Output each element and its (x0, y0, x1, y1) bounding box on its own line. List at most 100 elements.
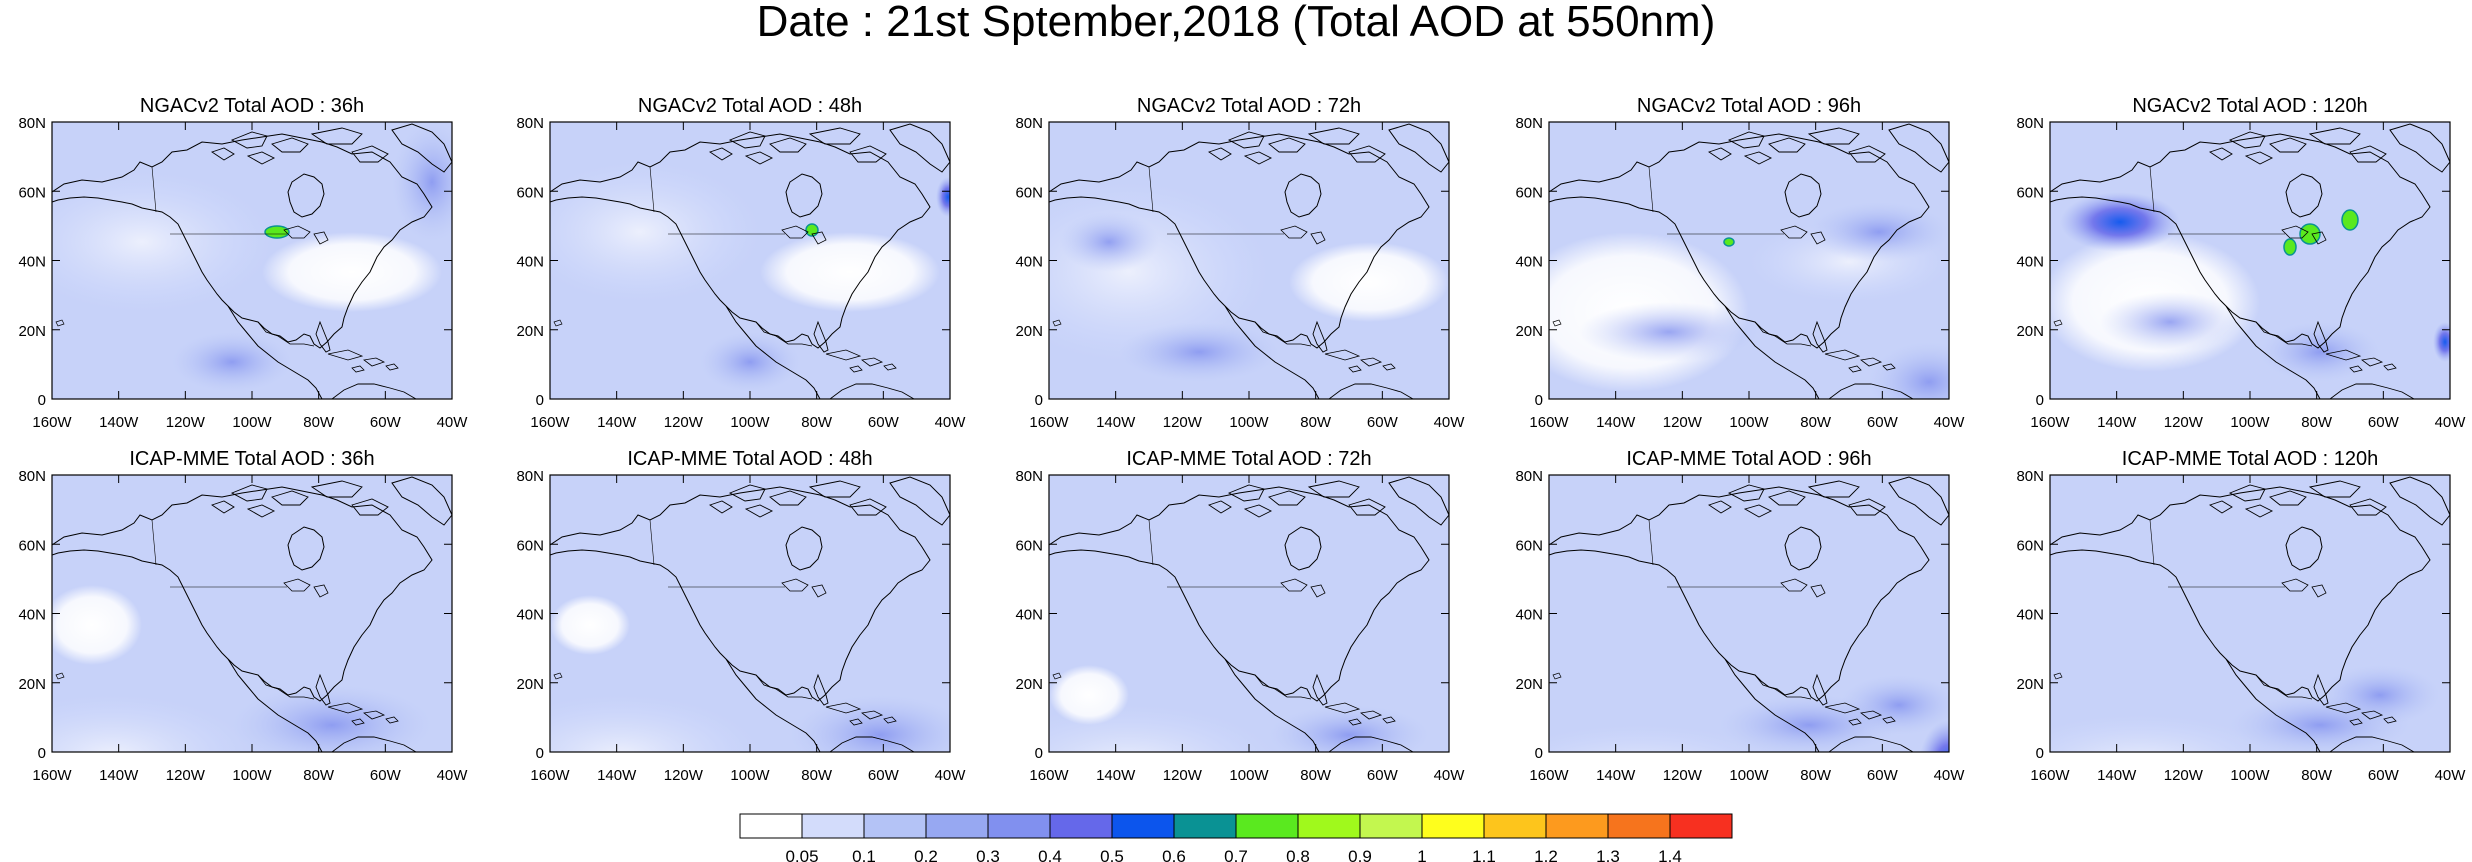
lon-tick-label: 100W (2230, 414, 2270, 431)
lon-tick-label: 140W (99, 414, 139, 431)
lon-tick-label: 100W (1729, 767, 1769, 784)
lat-tick-label: 80N (18, 468, 46, 485)
lon-tick-label: 60W (370, 767, 402, 784)
lon-tick-label: 80W (2301, 414, 2333, 431)
lat-tick-label: 20N (1515, 323, 1543, 340)
lat-tick-label: 60N (1515, 184, 1543, 201)
lon-tick-label: 60W (2368, 767, 2400, 784)
aod-field (1549, 122, 1949, 399)
lon-tick-label: 40W (2435, 767, 2467, 784)
lat-tick-label: 80N (2016, 115, 2044, 132)
lon-tick-label: 160W (1029, 414, 1069, 431)
aod-field (2050, 122, 2450, 399)
colorbar-label: 0.4 (1038, 847, 1062, 862)
lat-tick-label: 60N (2016, 537, 2044, 554)
panel-title: ICAP-MME Total AOD : 36h (129, 448, 374, 470)
lat-tick-label: 20N (1015, 323, 1043, 340)
lon-tick-label: 140W (597, 767, 637, 784)
aod-field (52, 122, 452, 399)
lon-tick-label: 100W (1229, 414, 1269, 431)
lon-tick-label: 60W (1867, 414, 1899, 431)
map-panel: NGACv2 Total AOD : 120h 0 20N 40N 60N 80N 160W… (2016, 95, 2466, 431)
lon-tick-label: 140W (1596, 414, 1636, 431)
lat-tick-label: 60N (1515, 537, 1543, 554)
lat-tick-label: 40N (516, 254, 544, 271)
lat-tick-label: 20N (1015, 676, 1043, 693)
lon-tick-label: 60W (868, 767, 900, 784)
lon-tick-label: 120W (2164, 767, 2204, 784)
colorbar-label: 0.9 (1348, 847, 1372, 862)
colorbar-swatch (1545, 813, 1609, 839)
lon-tick-label: 60W (2368, 414, 2400, 431)
lon-tick-label: 160W (1529, 414, 1569, 431)
lat-tick-label: 40N (1515, 607, 1543, 624)
colorbar-swatch (1607, 813, 1671, 839)
lon-tick-label: 140W (2097, 767, 2137, 784)
lon-tick-label: 100W (1729, 414, 1769, 431)
aod-field (1049, 122, 1449, 399)
lon-tick-label: 120W (2164, 414, 2204, 431)
lat-tick-label: 80N (1015, 115, 1043, 132)
lat-tick-label: 80N (1515, 115, 1543, 132)
colorbar-swatch (1297, 813, 1361, 839)
colorbar-label: 1.4 (1658, 847, 1682, 862)
lon-tick-label: 100W (1229, 767, 1269, 784)
map-panel: NGACv2 Total AOD : 96h 0 20N 40N 60N 80N 160W 1… (1515, 95, 1966, 431)
panel-title: ICAP-MME Total AOD : 120h (2122, 448, 2378, 470)
lon-tick-label: 120W (1163, 414, 1203, 431)
lat-tick-label: 20N (516, 323, 544, 340)
lon-tick-label: 80W (801, 767, 833, 784)
colorbar-label: 1.3 (1596, 847, 1620, 862)
lat-tick-label: 20N (516, 676, 544, 693)
colorbar-swatch (1111, 813, 1175, 839)
aod-field (550, 475, 950, 752)
lon-tick-label: 80W (303, 767, 335, 784)
panel-title: NGACv2 Total AOD : 36h (140, 95, 364, 117)
colorbar-swatch (863, 813, 927, 839)
colorbar-label: 0.5 (1100, 847, 1124, 862)
lat-tick-label: 60N (18, 184, 46, 201)
lon-tick-label: 60W (1867, 767, 1899, 784)
lat-tick-label: 0 (536, 392, 544, 409)
colorbar-swatch (1235, 813, 1299, 839)
lon-tick-label: 160W (2030, 767, 2070, 784)
map-panel: ICAP-MME Total AOD : 120h 0 20N 40N 60N 80N 16… (2016, 448, 2467, 784)
colorbar-label: 1 (1417, 847, 1426, 862)
lat-tick-label: 60N (2016, 184, 2044, 201)
colorbar-label: 0.8 (1286, 847, 1310, 862)
lon-tick-label: 40W (2435, 414, 2467, 431)
lat-tick-label: 0 (1535, 392, 1543, 409)
map-panel: NGACv2 Total AOD : 36h 0 20N 40N 60N 80N 160W 1… (18, 95, 468, 431)
lat-tick-label: 40N (1515, 254, 1543, 271)
lon-tick-label: 80W (1800, 414, 1832, 431)
panel-title: NGACv2 Total AOD : 96h (1637, 95, 1861, 117)
lat-tick-label: 20N (1515, 676, 1543, 693)
lon-tick-label: 40W (437, 767, 469, 784)
lat-tick-label: 40N (516, 607, 544, 624)
lon-tick-label: 140W (597, 414, 637, 431)
lon-tick-label: 80W (1800, 767, 1832, 784)
map-panel: ICAP-MME Total AOD : 36h 0 20N 40N 60N 80N 160… (18, 448, 469, 784)
map-panel: ICAP-MME Total AOD : 48h 0 20N 40N 60N 80N 160… (516, 448, 966, 784)
lon-tick-label: 120W (166, 414, 206, 431)
colorbar-swatch (987, 813, 1051, 839)
lat-tick-label: 80N (1015, 468, 1043, 485)
lon-tick-label: 160W (1029, 767, 1069, 784)
map-panel: ICAP-MME Total AOD : 96h 0 20N 40N 60N 80N 160… (1515, 448, 1966, 784)
lat-tick-label: 20N (2016, 323, 2044, 340)
colorbar-swatch (739, 813, 803, 839)
map-panel: NGACv2 Total AOD : 48h 0 20N 40N 60N 80N 160W 1… (516, 95, 967, 431)
colorbar-label: 0.2 (914, 847, 938, 862)
lon-tick-label: 40W (1934, 414, 1966, 431)
lon-tick-label: 40W (1934, 767, 1966, 784)
aod-field (1049, 475, 1449, 752)
lon-tick-label: 60W (868, 414, 900, 431)
panel-title: NGACv2 Total AOD : 120h (2132, 95, 2367, 117)
lat-tick-label: 80N (516, 115, 544, 132)
lat-tick-label: 0 (536, 745, 544, 762)
colorbar-swatch (1359, 813, 1423, 839)
lon-tick-label: 60W (370, 414, 402, 431)
lon-tick-label: 140W (99, 767, 139, 784)
lon-tick-label: 40W (935, 414, 967, 431)
